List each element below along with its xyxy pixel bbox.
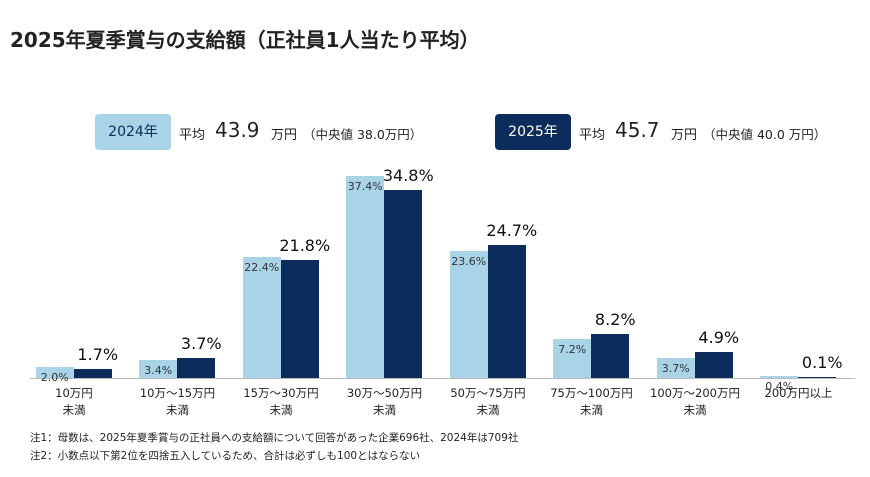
x-tick-label: 100万～200万円 未満 <box>650 386 740 417</box>
value-label: 21.8% <box>279 236 331 256</box>
bar <box>553 339 592 378</box>
bar <box>177 358 216 378</box>
note: 注2：小数点以下第2位を四捨五入しているため、合計は必ずしも100とはならない <box>30 450 421 462</box>
value-label: 37.4% <box>347 180 383 194</box>
legend-prefix: 平均 <box>579 128 606 143</box>
value-label: 3.7% <box>180 334 222 354</box>
bar <box>694 351 733 378</box>
value-label: 1.7% <box>77 344 119 364</box>
x-tick-label: 200万円以上 <box>764 386 833 400</box>
legend-unit: 万円 <box>271 128 298 143</box>
value-label: 0.1% <box>801 353 843 373</box>
bar <box>656 358 695 378</box>
bar <box>280 260 319 378</box>
bar <box>760 375 799 378</box>
legend-mean: 45.7 <box>615 118 660 142</box>
value-label: 3.4% <box>144 363 173 377</box>
value-label: 24.7% <box>486 220 538 240</box>
value-label: 22.4% <box>244 261 280 275</box>
bar <box>35 367 74 378</box>
legend-unit: 万円 <box>671 128 698 143</box>
legend-prefix: 平均 <box>179 128 206 143</box>
x-tick-label: 75万～100万円 未満 <box>550 386 633 417</box>
bar <box>591 333 630 378</box>
x-tick-label: 50万～75万円 未満 <box>450 386 526 417</box>
bar <box>384 190 423 378</box>
value-label: 23.6% <box>451 254 487 268</box>
value-label: 34.8% <box>382 166 434 186</box>
bar <box>487 244 526 378</box>
baseline <box>30 378 855 379</box>
value-label: 7.2% <box>558 343 587 357</box>
x-tick-label: 15万～30万円 未満 <box>243 386 319 417</box>
bar <box>242 257 281 378</box>
legend-box: 2024年 <box>95 114 171 150</box>
value-label: 0.4% <box>765 379 794 393</box>
legend-median: （中央値 40.0 万円） <box>703 127 827 142</box>
legend-box: 2025年 <box>495 114 571 150</box>
bar <box>73 368 112 378</box>
legend-mean: 43.9 <box>215 118 260 142</box>
x-tick-label: 30万～50万円 未満 <box>346 386 423 417</box>
value-label: 8.2% <box>594 309 636 329</box>
bar <box>449 250 488 378</box>
bar <box>346 176 385 378</box>
chart-title: 2025年夏季賞与の支給額（正社員1人当たり平均） <box>10 28 480 52</box>
legend-median: （中央値 38.0万円） <box>303 127 423 142</box>
value-label: 4.9% <box>698 327 740 347</box>
x-tick-label: 10万～15万円 未満 <box>139 386 216 417</box>
value-label: 3.7% <box>661 362 690 376</box>
x-tick-label: 10万円 未満 <box>55 386 93 417</box>
bar <box>139 359 178 378</box>
note: 注1：母数は、2025年夏季賞与の正社員への支給額について回答があった企業696… <box>30 432 519 444</box>
bar <box>798 377 837 378</box>
value-label: 2.0% <box>40 371 69 385</box>
